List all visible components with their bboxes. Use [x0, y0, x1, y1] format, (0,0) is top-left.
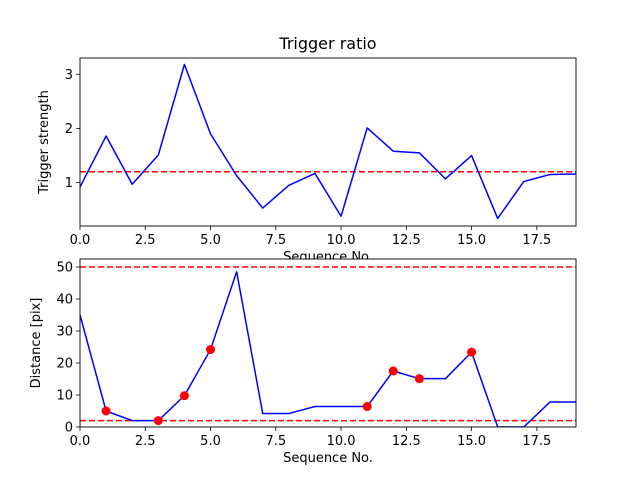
plot-1-series-line-1 — [80, 63, 576, 220]
plot-2-y-tick-label-3: 20 — [56, 357, 73, 372]
plot-1-frame — [79, 57, 577, 227]
plot-2-x-tick-label-5: 10.0 — [327, 434, 356, 449]
plot-1-x-tick-label-6: 12.5 — [392, 233, 421, 248]
plot-2-y-tick-label-6: 50 — [56, 261, 73, 276]
plot-2-marker-4 — [206, 345, 216, 355]
plot-1-title: Trigger ratio — [278, 34, 376, 53]
plot-1-data-area — [80, 63, 576, 220]
plot-2-data-area — [80, 266, 576, 427]
plot-1-y-tick-label-2: 2 — [65, 122, 73, 137]
plot-1-x-tick-label-3: 5.0 — [200, 233, 221, 248]
plot-2-x-tick-label-8: 17.5 — [522, 434, 551, 449]
plot-2-x-tick-label-2: 2.5 — [135, 434, 156, 449]
plot-2-y-axis-label: Distance [pix] — [29, 298, 44, 389]
plot-2-y-tick-label-4: 30 — [56, 325, 73, 340]
plot-1-x-tick-label-7: 15.0 — [457, 233, 486, 248]
plot-2-y-tick-label-1: 0 — [65, 421, 73, 436]
plot-2-frame — [79, 258, 577, 428]
plot-1-x-tick-label-2: 2.5 — [135, 233, 156, 248]
plot-2-marker-3 — [179, 391, 189, 401]
plot-1-x-tick-label-5: 10.0 — [327, 233, 356, 248]
plot-2-marker-1 — [101, 406, 111, 416]
plot-2: 0.0 2.5 5.0 7.5 10.0 12.5 15.0 17.5 0 10 20 30 40 50 S… — [29, 258, 577, 466]
plot-1-y-tick-label-3: 3 — [65, 68, 73, 83]
plot-2-x-axis-label: Sequence No. — [283, 451, 373, 466]
plot-1-y-axis-label: Trigger strength — [37, 90, 52, 195]
plot-2-marker-5 — [362, 402, 372, 412]
plot-1-x-tick-label-4: 7.5 — [265, 233, 286, 248]
plot-2-marker-8 — [467, 347, 477, 357]
plot-1: 0.0 2.5 5.0 7.5 10.0 12.5 15.0 17.5123Sequence … — [37, 34, 577, 265]
plot-2-y-tick-label-5: 40 — [56, 293, 73, 308]
plot-2-series-line-1 — [80, 271, 576, 427]
plot-2-x-tick-label-4: 7.5 — [265, 434, 286, 449]
plot-1-x-tick-label-8: 17.5 — [522, 233, 551, 248]
plot-2-background — [80, 259, 576, 427]
plot-2-x-tick-label-7: 15.0 — [457, 434, 486, 449]
plot-1-y-tick-label-1: 1 — [65, 176, 73, 191]
plot-2-marker-7 — [414, 374, 424, 384]
plot-2-y-tick-label-2: 10 — [56, 389, 73, 404]
plot-2-marker-6 — [388, 366, 398, 376]
plot-2-x-tick-label-3: 5.0 — [200, 434, 221, 449]
plot-1-x-tick-label-1: 0.0 — [70, 233, 91, 248]
plot-2-marker-2 — [153, 416, 163, 426]
plot-2-x-tick-label-1: 0.0 — [70, 434, 91, 449]
plot-2-x-tick-label-6: 12.5 — [392, 434, 421, 449]
